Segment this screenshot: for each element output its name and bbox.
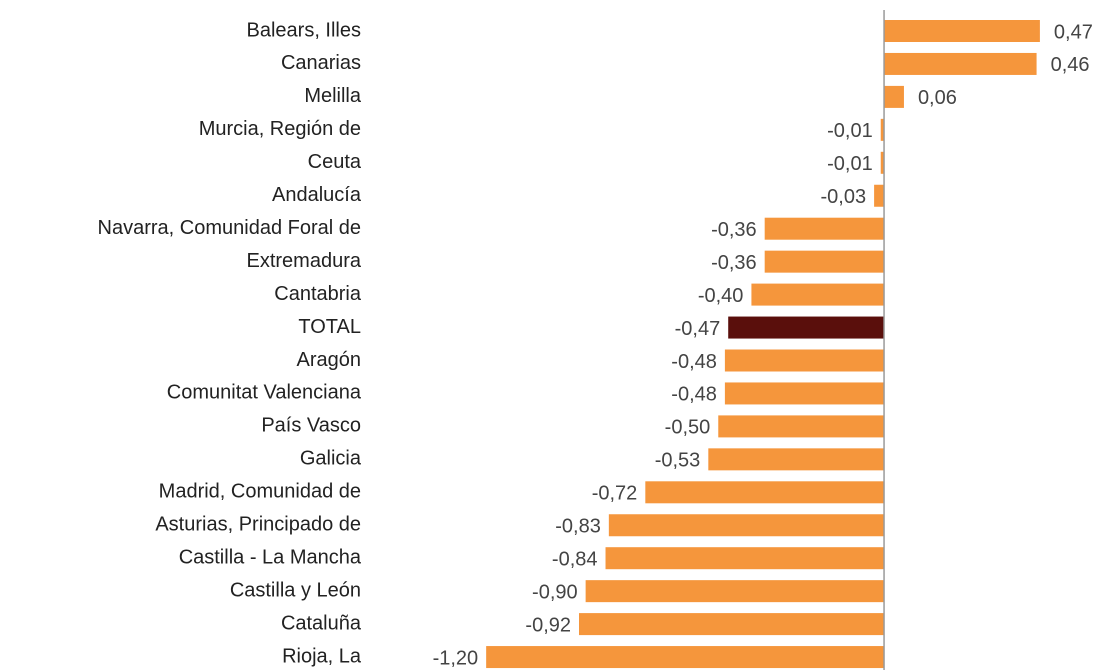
y-tick-label: Galicia — [300, 448, 362, 470]
bar — [884, 20, 1040, 42]
value-label: -0,72 — [592, 483, 638, 505]
bar — [585, 580, 885, 603]
y-tick-label: TOTAL — [298, 316, 361, 338]
y-tick-label: Asturias, Principado de — [155, 514, 361, 536]
y-tick-label: Cantabria — [274, 283, 362, 305]
value-label: -0,92 — [525, 614, 571, 636]
bar — [708, 448, 885, 471]
y-tick-label: Navarra, Comunidad Foral de — [98, 217, 361, 239]
bar — [884, 52, 1037, 75]
value-label: -1,20 — [433, 647, 479, 669]
value-label: -0,84 — [552, 548, 598, 570]
bar — [728, 316, 885, 339]
y-tick-label: Cataluña — [281, 612, 362, 634]
y-tick-label: Canarias — [281, 52, 361, 74]
bar — [880, 151, 885, 174]
bar — [764, 250, 885, 273]
y-tick-label: Andalucía — [272, 184, 362, 206]
y-tick-label: Extremadura — [247, 250, 362, 272]
y-tick-label: Castilla - La Mancha — [179, 546, 362, 568]
value-label: -0,53 — [655, 450, 701, 472]
value-label: -0,01 — [827, 153, 873, 175]
bar — [751, 283, 885, 306]
y-tick-label: Balears, Illes — [247, 19, 362, 41]
y-tick-label: Aragón — [297, 349, 362, 371]
value-label: -0,36 — [711, 252, 757, 274]
value-label: -0,47 — [675, 318, 721, 340]
bar — [724, 349, 885, 372]
y-tick-label: Murcia, Región de — [199, 118, 361, 140]
bar — [579, 613, 885, 636]
bar — [880, 118, 885, 141]
bar — [605, 547, 885, 570]
y-tick-label: Comunitat Valenciana — [167, 382, 362, 404]
bar — [645, 481, 885, 504]
value-label: 0,06 — [918, 87, 957, 109]
value-label: -0,48 — [671, 351, 717, 373]
value-label: -0,36 — [711, 219, 757, 241]
y-tick-label: Ceuta — [308, 151, 362, 173]
value-label: -0,83 — [555, 516, 601, 538]
value-label: -0,03 — [821, 186, 867, 208]
bar — [874, 184, 885, 207]
value-label: -0,48 — [671, 384, 717, 406]
bar — [764, 217, 885, 240]
y-tick-label: País Vasco — [261, 415, 361, 437]
bar — [486, 646, 885, 669]
y-tick-label: Madrid, Comunidad de — [159, 481, 361, 503]
bar — [884, 85, 904, 108]
value-label: -0,01 — [827, 120, 873, 142]
y-tick-label: Castilla y León — [230, 579, 361, 601]
value-label: 0,46 — [1051, 54, 1090, 76]
bar — [718, 415, 885, 438]
value-label: -0,90 — [532, 581, 578, 603]
bar — [608, 514, 885, 537]
y-tick-label: Rioja, La — [282, 645, 362, 667]
value-label: -0,50 — [665, 417, 711, 439]
value-label: 0,47 — [1054, 21, 1093, 43]
bar — [724, 382, 885, 405]
y-tick-label: Melilla — [304, 85, 362, 107]
value-label: -0,40 — [698, 285, 744, 307]
